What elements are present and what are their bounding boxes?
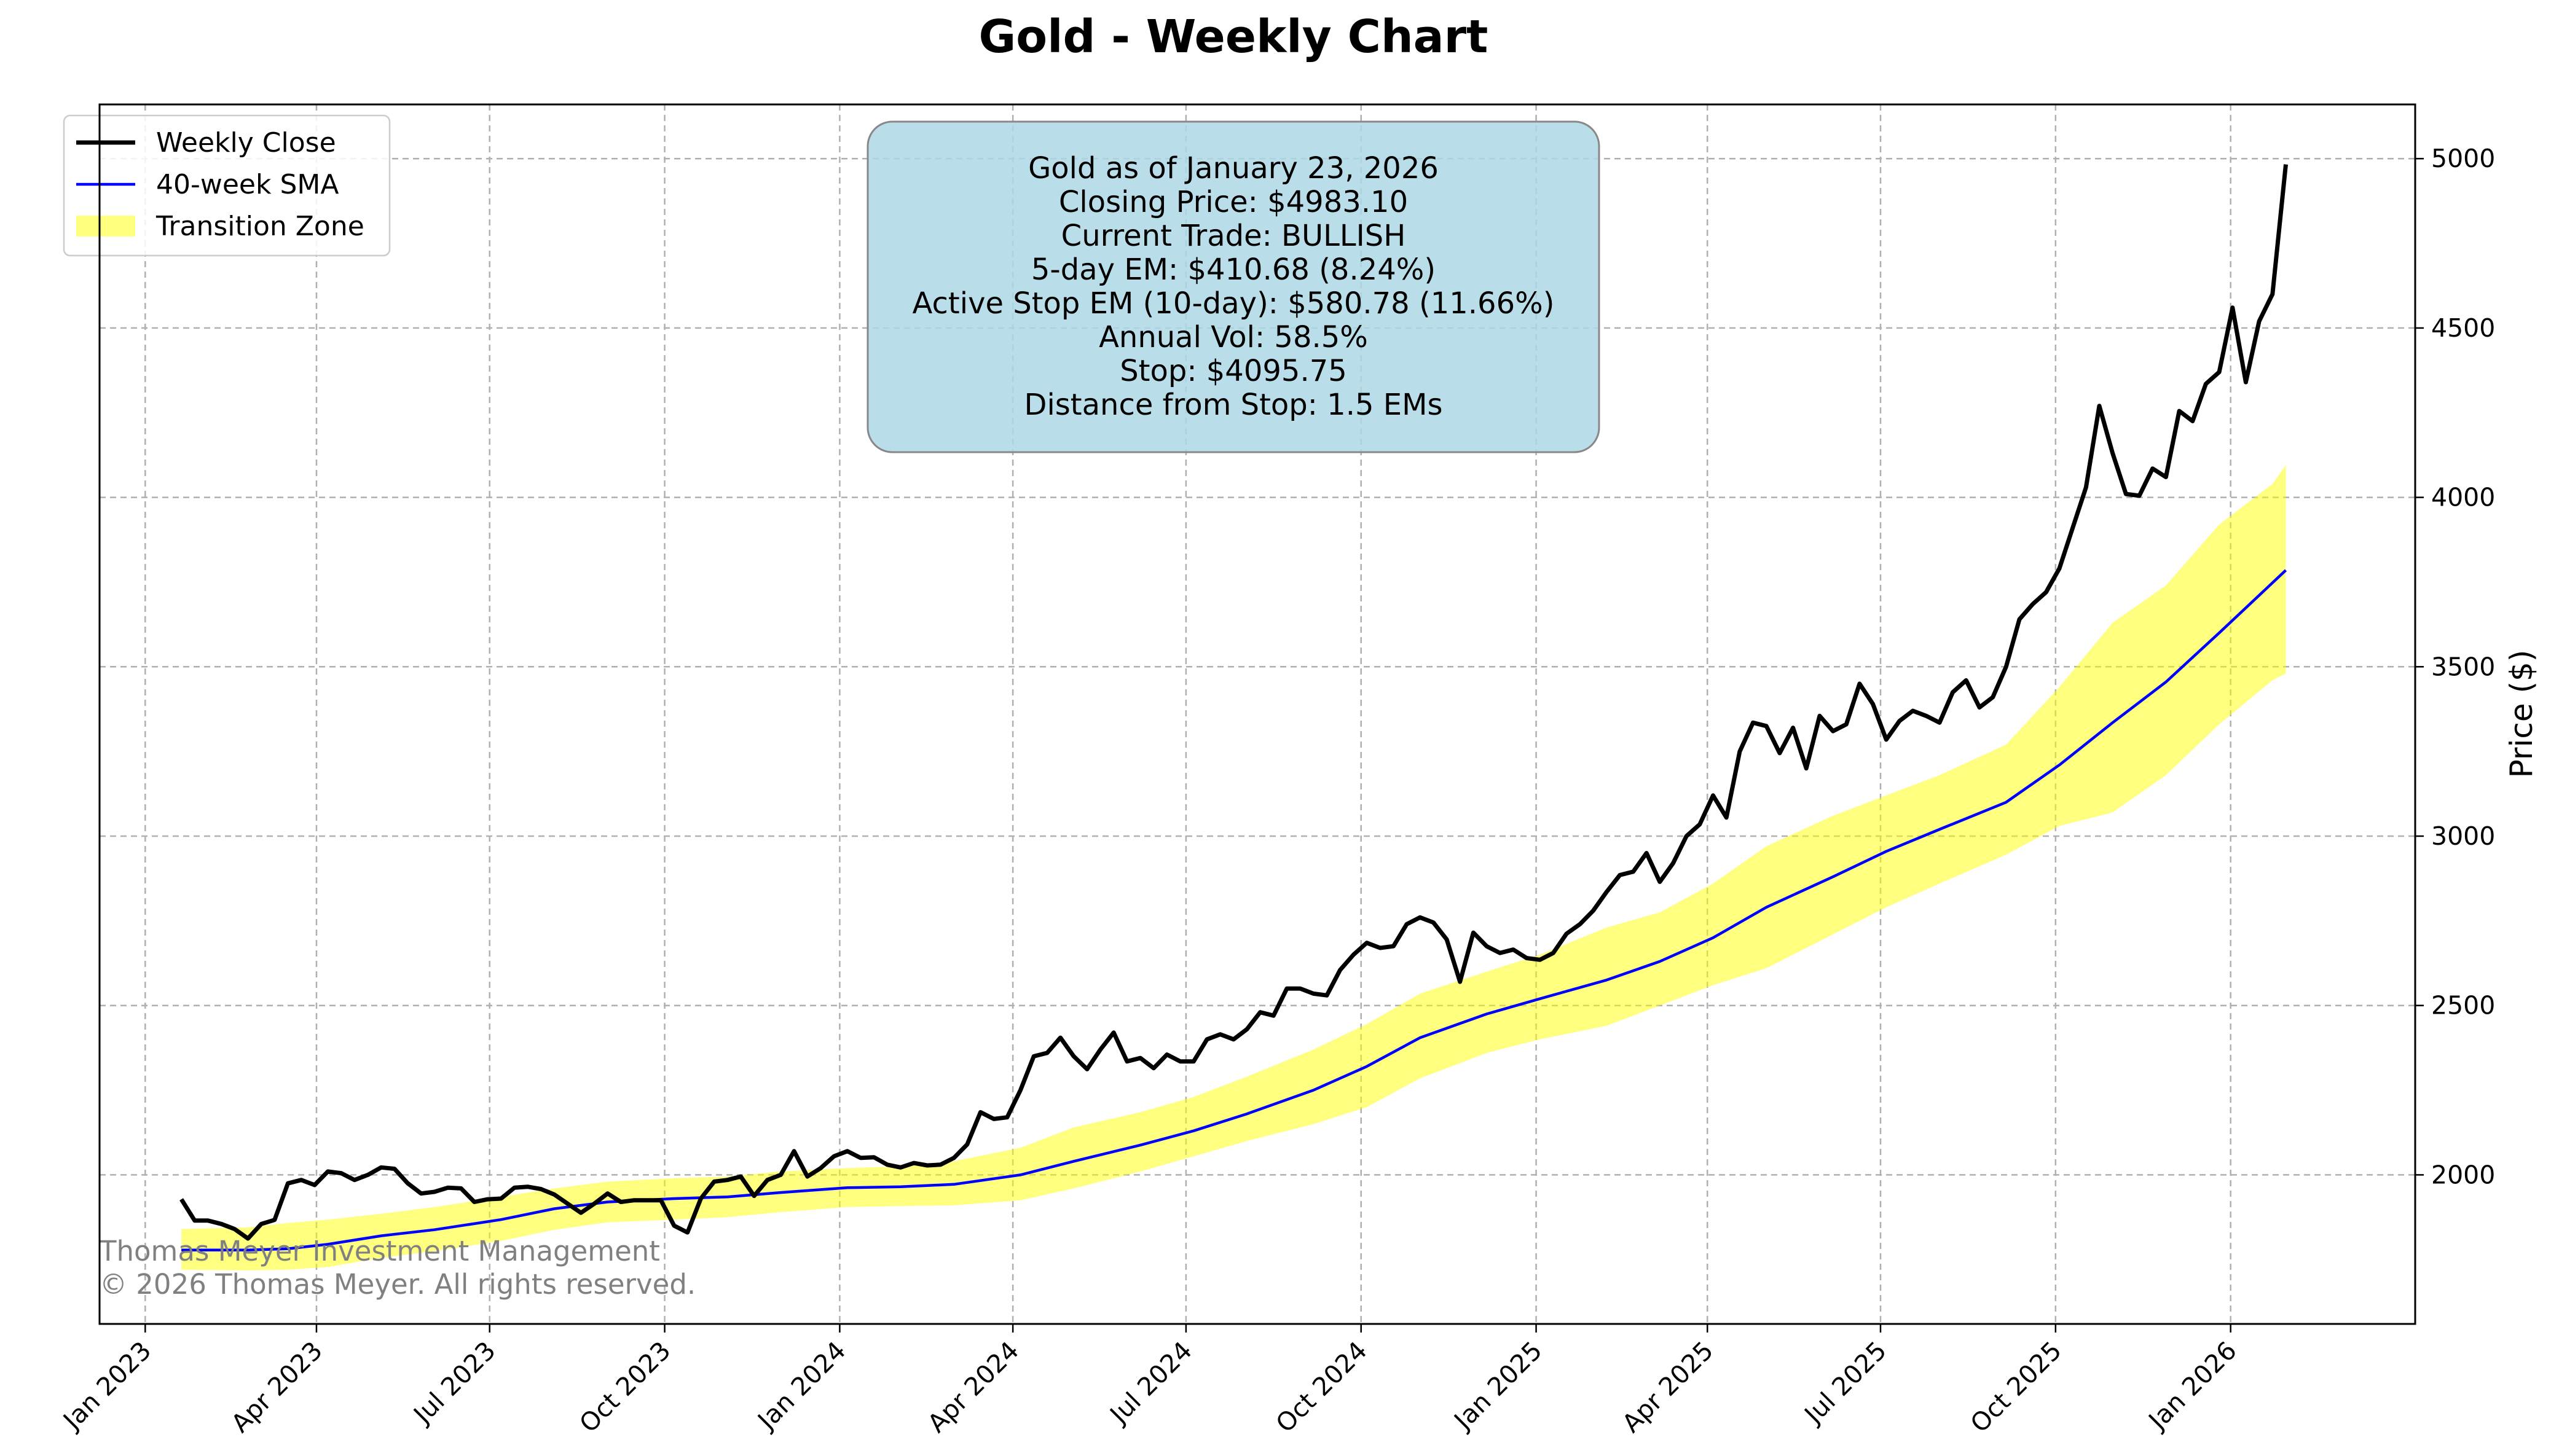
info-box-line: Distance from Stop: 1.5 EMs (1024, 388, 1443, 422)
info-box-line: Active Stop EM (10-day): $580.78 (11.66%… (913, 286, 1555, 321)
y-tick-label: 4500 (2431, 313, 2495, 343)
legend-box (63, 114, 391, 257)
plot-frame (98, 103, 2416, 1325)
y-tick-label: 3000 (2431, 821, 2495, 851)
y-tick-label: 3500 (2431, 652, 2495, 681)
legend-swatch (76, 216, 135, 237)
y-tick-label: 2500 (2431, 991, 2495, 1020)
watermark-line: © 2026 Thomas Meyer. All rights reserved… (100, 1268, 696, 1301)
sma-line (181, 569, 2287, 1252)
transition-zone-band (181, 465, 2286, 1270)
info-box-line: Closing Price: $4983.10 (1059, 185, 1408, 219)
transition-zone-area (181, 465, 2286, 1270)
info-box-line: Current Trade: BULLISH (1061, 219, 1406, 253)
close-line (179, 164, 2288, 1241)
legend: Weekly Close 40-week SMA Transition Zone (63, 114, 391, 257)
info-box-line: 5-day EM: $410.68 (8.24%) (1031, 252, 1436, 287)
close-series (179, 164, 2288, 1241)
annotations: Weekly Close 40-week SMA Transition Zone Go… (63, 114, 1600, 1301)
legend-label: 40-week SMA (156, 169, 339, 200)
info-box-line: Stop: $4095.75 (1120, 354, 1347, 388)
watermark-line: Thomas Meyer Investment Management (99, 1235, 660, 1267)
y-tick-label: 2000 (2431, 1160, 2495, 1189)
info-box-line: Annual Vol: 58.5% (1099, 320, 1368, 354)
info-box-background (867, 120, 1600, 453)
legend-label: Weekly Close (156, 127, 336, 159)
y-axis-label: Price ($) (2504, 650, 2539, 778)
watermark: Thomas Meyer Investment Management© 2026… (99, 1235, 696, 1301)
y-tick-label: 5000 (2431, 144, 2495, 173)
y-tick-label: 4000 (2431, 483, 2495, 512)
chart-title: Gold - Weekly Chart (979, 10, 1488, 63)
sma-series (181, 569, 2287, 1252)
legend-label: Transition Zone (155, 211, 364, 242)
info-box-line: Gold as of January 23, 2026 (1028, 151, 1439, 186)
